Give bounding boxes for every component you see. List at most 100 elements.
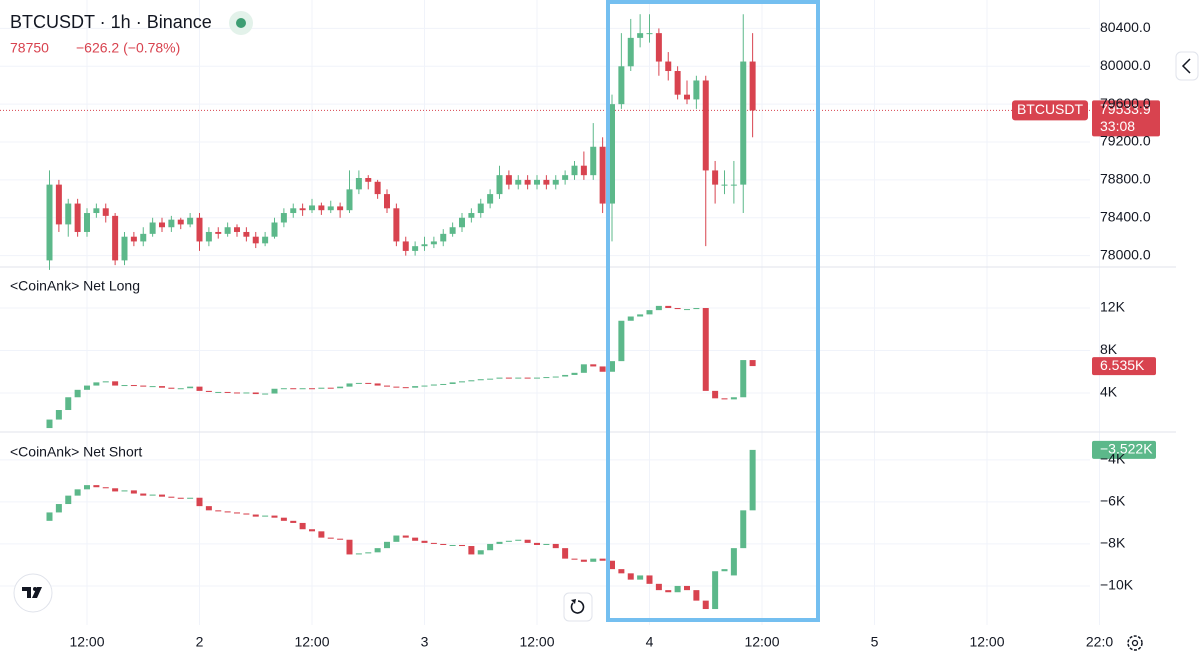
candle-body (496, 377, 503, 379)
candle-body (468, 380, 475, 382)
candle-body (515, 377, 522, 379)
candle-body (102, 487, 109, 489)
value-tag-bg (1092, 357, 1156, 376)
candle-body (271, 515, 278, 518)
candle-body (459, 217, 465, 228)
candle-body (130, 385, 137, 387)
candle-body (562, 374, 569, 377)
candle-body (196, 217, 203, 242)
candle-body (187, 217, 194, 225)
candle-body (693, 80, 700, 100)
y-tick-label: −4K (1100, 451, 1126, 467)
candle-body (393, 208, 400, 242)
candle-body (243, 392, 250, 394)
candle-body (740, 360, 747, 398)
price-tag: 79533.9 (1100, 101, 1151, 117)
candle-body (655, 583, 662, 591)
candle-body (712, 571, 719, 610)
candle-body (46, 184, 53, 261)
settings-icon[interactable] (1127, 635, 1143, 651)
candle-body (102, 381, 109, 383)
reset-button[interactable] (563, 592, 593, 622)
candle-body (365, 552, 372, 554)
candle-body (449, 544, 456, 546)
status-dot (236, 18, 246, 28)
candle-body (74, 489, 81, 496)
candle-body (234, 227, 240, 232)
candle-body (534, 179, 540, 185)
reset-button-bg[interactable] (563, 592, 593, 622)
candle-body (609, 560, 615, 570)
candle-body (187, 386, 194, 389)
candle-body (449, 227, 456, 234)
countdown: 33:08 (1100, 118, 1135, 134)
candle-body (421, 385, 428, 387)
candle-body (740, 510, 747, 549)
tv-logo-bg[interactable] (13, 573, 53, 613)
candle-body (712, 170, 719, 185)
collapse-button-bg[interactable] (1175, 51, 1199, 81)
candle-body (318, 387, 325, 389)
candle-body (730, 548, 737, 576)
settings-button[interactable] (1127, 635, 1143, 651)
candle-body (224, 227, 231, 234)
candle-body (121, 236, 128, 261)
candle-body (693, 590, 700, 601)
candle-body (421, 540, 428, 543)
candle-body (618, 320, 625, 362)
candle-body (177, 388, 184, 390)
candle-body (412, 246, 419, 251)
candle-body (749, 360, 756, 367)
candle-body (159, 494, 165, 497)
candle-body (140, 385, 147, 387)
candle-body (505, 175, 512, 185)
candle-body (112, 215, 119, 261)
candle-body (121, 490, 128, 492)
candle-body (346, 189, 353, 211)
candle-body (580, 559, 587, 562)
candle-body (515, 539, 522, 541)
symbol-tag-bg (1012, 100, 1088, 121)
candle-body (627, 573, 634, 580)
candle-body (637, 314, 644, 317)
candle-body (374, 383, 381, 386)
candle-body (552, 179, 559, 185)
y-tick-label: 8K (1100, 341, 1118, 357)
candle-body (187, 497, 194, 499)
candle-body (702, 80, 709, 171)
candle-body (84, 385, 90, 390)
candle-body (684, 585, 690, 591)
candle-body (234, 512, 240, 514)
collapse-button[interactable] (1175, 51, 1199, 81)
tv-logo[interactable] (13, 573, 53, 613)
candle-body (580, 364, 587, 373)
reset-icon (570, 600, 585, 614)
candle-body (252, 236, 259, 244)
candle-body (309, 388, 315, 390)
candle-body (721, 569, 728, 572)
candle-body (665, 590, 672, 593)
candle-body (271, 388, 278, 394)
tv-logo-mark (22, 587, 42, 598)
symbol-tag: BTCUSDT (1017, 101, 1084, 117)
y-tick-label: 79200.0 (1100, 133, 1151, 149)
candle-body (168, 496, 175, 498)
candle-body (590, 558, 597, 562)
reset-icon-arrow (571, 599, 576, 604)
candle-body (384, 541, 390, 549)
y-tick-label: −8K (1100, 535, 1126, 551)
candle-body (590, 146, 597, 176)
y-tick-label: 12K (1100, 299, 1126, 315)
candle-body (721, 398, 728, 400)
tv-logo-dot (33, 587, 37, 591)
candle-body (534, 542, 540, 545)
candle-body (149, 494, 156, 496)
candle-body (299, 388, 306, 390)
candle-body (440, 543, 447, 545)
candle-body (243, 513, 250, 515)
candle-body (740, 61, 747, 185)
candle-body (430, 384, 437, 386)
candle-body (121, 385, 128, 387)
candle-body (290, 208, 297, 214)
